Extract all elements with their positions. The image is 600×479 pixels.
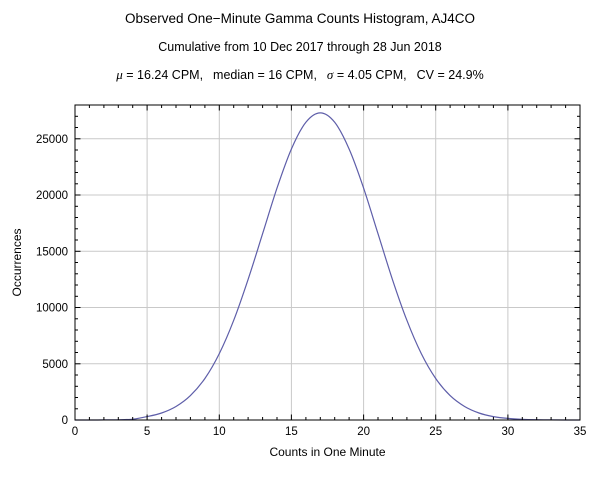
svg-text:25000: 25000 <box>36 134 68 146</box>
svg-text:5: 5 <box>144 426 150 438</box>
sigma-symbol: σ <box>326 67 334 82</box>
svg-text:25: 25 <box>429 426 442 438</box>
page-title: Observed One−Minute Gamma Counts Histogr… <box>124 11 476 26</box>
grid-lines <box>75 105 580 420</box>
mu-value: = 16.24 CPM, <box>122 68 204 82</box>
histogram-curve <box>74 112 580 421</box>
page-subtitle: Cumulative from 10 Dec 2017 through 28 J… <box>158 40 442 54</box>
svg-text:30: 30 <box>502 426 515 438</box>
x-tick-labels: 0 5 10 15 20 25 30 35 <box>72 426 587 438</box>
median-value: median = 16 CPM, <box>213 68 317 82</box>
x-axis-label: Counts in One Minute <box>269 445 385 459</box>
svg-text:0: 0 <box>62 415 68 427</box>
svg-text:20000: 20000 <box>36 190 68 202</box>
sigma-value: = 4.05 CPM, <box>333 68 407 82</box>
svg-text:5000: 5000 <box>42 359 68 371</box>
tick-marks <box>74 104 581 421</box>
svg-text:20: 20 <box>357 426 370 438</box>
svg-text:15000: 15000 <box>36 246 68 258</box>
cv-value: CV = 24.9% <box>416 68 484 82</box>
svg-text:10: 10 <box>213 426 226 438</box>
mu-symbol: μ <box>116 67 123 82</box>
y-tick-labels: 0 5000 10000 15000 20000 25000 <box>36 134 68 427</box>
svg-text:10000: 10000 <box>36 303 68 315</box>
svg-text:0: 0 <box>72 426 78 438</box>
plot-frame <box>74 104 581 421</box>
svg-text:15: 15 <box>285 426 298 438</box>
stats-line: μ = 16.24 CPM, median = 16 CPM, σ = 4.05 C… <box>0 67 600 83</box>
svg-text:35: 35 <box>574 426 587 438</box>
y-axis-label: Occurrences <box>10 228 24 296</box>
